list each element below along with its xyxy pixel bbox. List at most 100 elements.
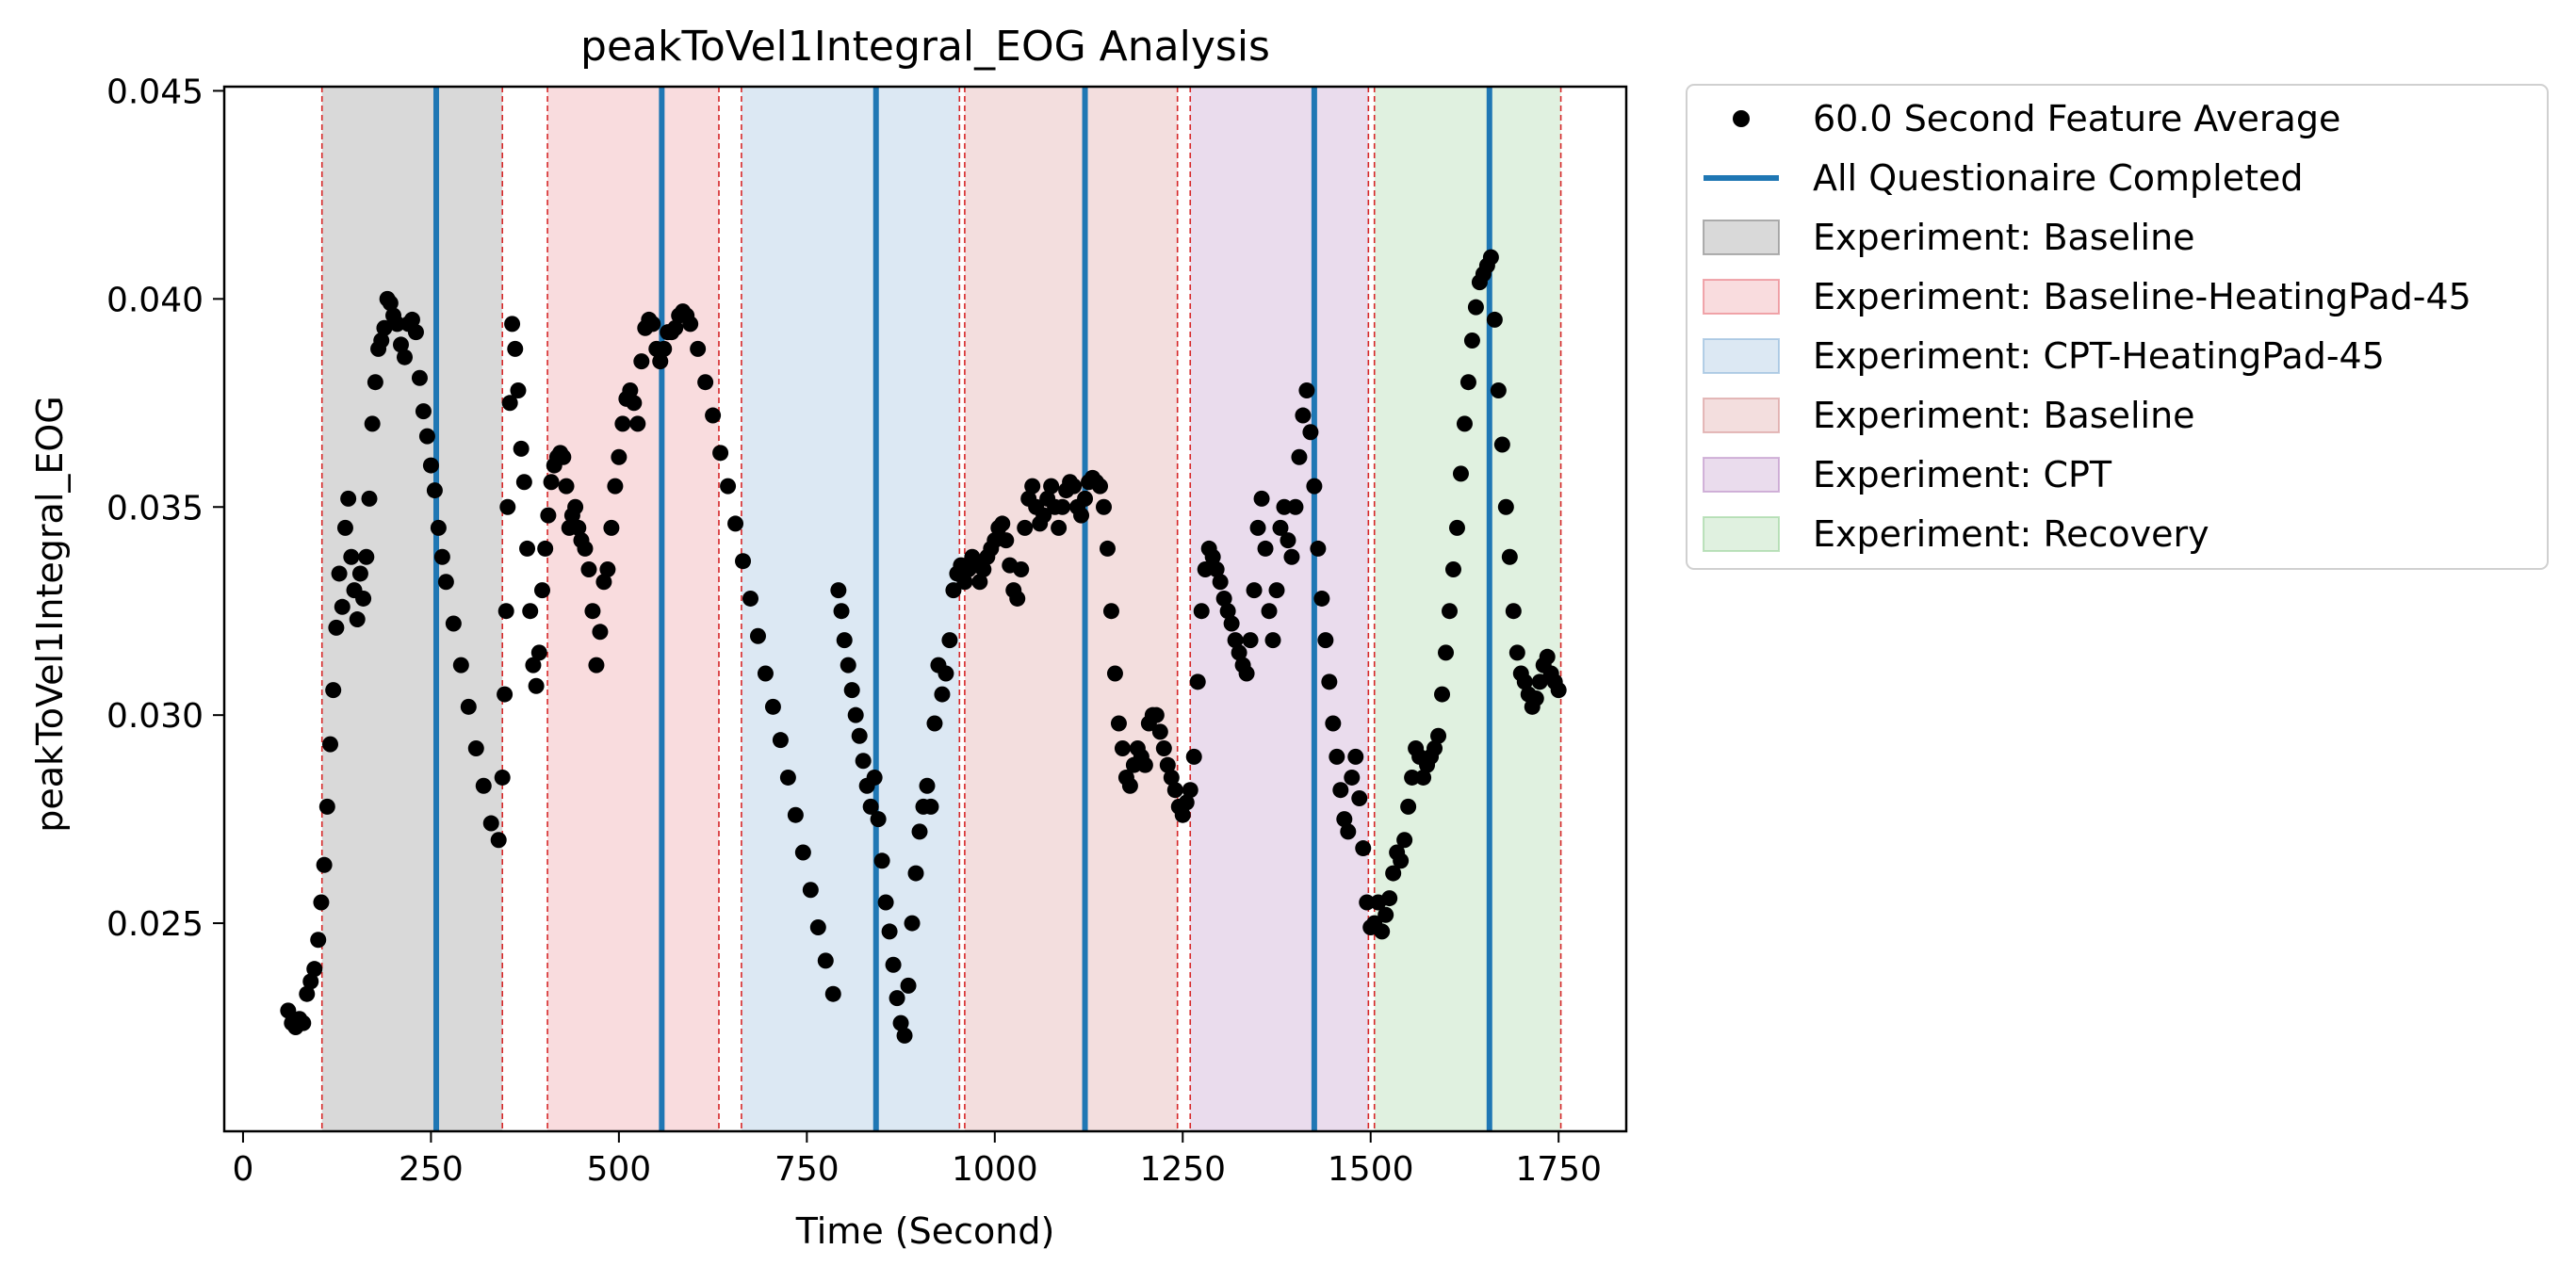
data-point <box>494 769 511 786</box>
data-point <box>1106 665 1123 682</box>
data-point <box>592 624 609 641</box>
data-point <box>1227 632 1244 649</box>
data-point <box>787 806 804 823</box>
data-point <box>280 1002 297 1019</box>
data-point <box>310 932 327 949</box>
data-point <box>1486 311 1503 328</box>
data-point <box>749 627 766 644</box>
data-point <box>998 532 1015 549</box>
data-point <box>824 985 841 1002</box>
data-point <box>1347 748 1364 765</box>
legend-item: Experiment: CPT-HeatingPad-45 <box>1703 335 2385 377</box>
x-tick-label: 0 <box>232 1150 253 1189</box>
data-point <box>1302 424 1319 441</box>
data-point <box>1427 740 1443 757</box>
data-point <box>885 956 902 973</box>
legend-label: 60.0 Second Feature Average <box>1813 98 2340 139</box>
data-point <box>1163 769 1180 786</box>
data-point <box>418 428 435 445</box>
data-point <box>956 574 973 591</box>
axes-frame <box>222 85 1628 1133</box>
data-point <box>373 333 390 349</box>
data-point <box>1295 407 1312 424</box>
data-point <box>355 590 372 607</box>
legend-box <box>1686 84 2549 570</box>
data-point <box>945 582 962 599</box>
data-point <box>1344 769 1361 786</box>
data-point <box>866 769 883 786</box>
data-point <box>367 374 383 391</box>
data-point <box>403 311 420 328</box>
data-point <box>445 615 462 632</box>
legend-marker-scatter <box>1733 110 1750 127</box>
data-point <box>934 686 951 703</box>
data-point <box>1490 382 1507 399</box>
data-point <box>415 403 432 420</box>
data-point <box>1264 632 1281 649</box>
data-point <box>422 457 439 474</box>
data-point <box>328 619 345 636</box>
y-tick-label: 0.025 <box>106 905 204 944</box>
data-point <box>316 856 333 873</box>
legend-item: Experiment: Baseline-HeatingPad-45 <box>1703 276 2471 317</box>
data-point <box>1393 852 1410 869</box>
region-3 <box>964 87 1178 1131</box>
data-point <box>1291 448 1308 465</box>
data-point <box>1497 498 1514 515</box>
data-point <box>1336 811 1353 828</box>
data-point <box>1313 590 1330 607</box>
data-point <box>614 415 631 432</box>
data-point <box>1321 673 1338 690</box>
data-point <box>1148 706 1165 723</box>
legend-item: Experiment: Baseline <box>1703 395 2195 436</box>
data-point <box>530 644 547 661</box>
data-point <box>540 507 557 524</box>
data-point <box>1378 906 1394 923</box>
data-point <box>644 316 661 333</box>
data-point <box>870 811 887 828</box>
data-point <box>779 769 796 786</box>
data-point <box>1249 519 1266 536</box>
data-point <box>1193 603 1210 620</box>
data-point <box>1159 756 1176 773</box>
data-point <box>1482 249 1499 266</box>
data-point <box>705 407 722 424</box>
data-point <box>690 340 707 357</box>
data-point <box>1351 790 1368 807</box>
data-point <box>331 565 348 582</box>
data-point <box>1276 498 1293 515</box>
legend-item: Experiment: Baseline <box>1703 217 2195 258</box>
y-tick-label: 0.035 <box>106 489 204 527</box>
legend-marker-patch <box>1703 398 1780 433</box>
data-point <box>1434 686 1451 703</box>
phase-boundary-lines <box>320 87 1562 1131</box>
legend-label: Experiment: Baseline-HeatingPad-45 <box>1813 276 2471 317</box>
plot-area <box>280 87 1567 1131</box>
data-point <box>907 865 924 882</box>
data-point <box>975 561 992 578</box>
data-point <box>926 715 943 732</box>
data-point <box>1493 436 1510 453</box>
data-point <box>1396 832 1413 849</box>
data-point <box>1381 890 1398 907</box>
data-point <box>507 340 524 357</box>
data-point <box>764 698 781 715</box>
data-point <box>911 823 928 840</box>
data-point <box>603 519 620 536</box>
data-point <box>1280 532 1296 549</box>
data-point <box>1332 782 1349 799</box>
data-point <box>1268 582 1285 599</box>
legend-label: All Questionaire Completed <box>1813 157 2304 199</box>
data-point <box>482 815 499 832</box>
data-point <box>802 882 819 899</box>
x-axis-ticks: 0 250 500 750 1000 1250 1500 1750 <box>232 1131 1602 1189</box>
data-point <box>1242 632 1259 649</box>
data-point <box>892 1014 909 1031</box>
data-point <box>1505 603 1522 620</box>
data-point <box>325 682 342 699</box>
data-point <box>510 382 527 399</box>
data-point <box>1355 840 1372 857</box>
data-point <box>843 682 860 699</box>
data-point <box>727 515 744 532</box>
